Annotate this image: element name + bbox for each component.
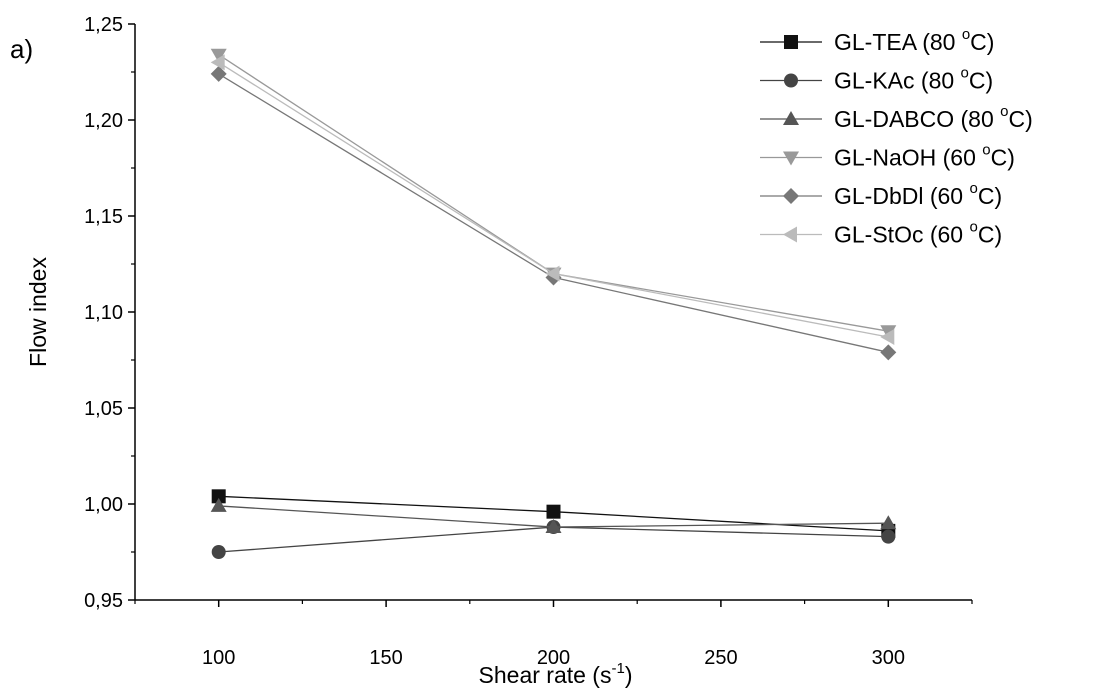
x-tick-label: 300	[872, 647, 905, 669]
data-point	[545, 265, 560, 282]
y-tick-label: 1,05	[84, 398, 123, 420]
series-3	[210, 497, 897, 534]
legend-label: GL-KAc (80 oC)	[834, 65, 993, 94]
y-tick-label: 1,10	[84, 302, 123, 324]
data-point	[211, 489, 226, 504]
y-tick-label: 1,00	[84, 494, 123, 516]
series-line	[218, 73, 889, 353]
series-6	[210, 54, 895, 345]
legend-label: GL-StOc (60 oC)	[834, 219, 1002, 248]
legend-label: GL-NaOH (60 oC)	[834, 142, 1015, 171]
axes: 0,95 1,00 1,05 1,10 1,15 1,20 1,25 100 150 200 250…	[10, 14, 973, 688]
legend-entry: GL-StOc (60 oC)	[760, 219, 1002, 248]
x-tick-label: 100	[202, 647, 235, 669]
data-point	[210, 497, 227, 512]
legend-marker	[783, 111, 799, 125]
data-point	[880, 515, 897, 530]
x-tick-label: 150	[369, 647, 402, 669]
y-tick-label: 1,25	[84, 14, 123, 36]
legend-marker	[783, 151, 799, 166]
y-tick-label: 1,20	[84, 110, 123, 132]
data-point	[210, 54, 225, 71]
data-point	[880, 344, 897, 361]
legend-entry: GL-DbDl (60 oC)	[760, 180, 1002, 209]
x-tick-label: 250	[704, 647, 737, 669]
legend: GL-TEA (80 oC) GL-KAc (80 oC) GL-DABCO (80…	[760, 26, 1033, 248]
y-tick-label: 1,15	[84, 206, 123, 228]
x-axis-title: Shear rate (s-1)	[479, 660, 633, 688]
legend-marker	[784, 35, 798, 49]
series-5	[210, 65, 897, 361]
legend-entry: GL-DABCO (80 oC)	[760, 103, 1033, 132]
legend-label: GL-TEA (80 oC)	[834, 26, 994, 55]
data-point	[880, 325, 897, 340]
y-tick-label: 0,95	[84, 590, 123, 612]
legend-marker	[784, 73, 798, 88]
data-point	[546, 504, 561, 519]
data-point	[880, 328, 895, 345]
legend-label: GL-DbDl (60 oC)	[834, 180, 1002, 209]
legend-marker	[783, 226, 797, 243]
legend-entry: GL-TEA (80 oC)	[760, 26, 994, 55]
legend-entry: GL-NaOH (60 oC)	[760, 142, 1015, 171]
data-point	[881, 529, 896, 544]
x-tick-label: 200	[537, 647, 570, 669]
legend-entry: GL-KAc (80 oC)	[760, 65, 993, 94]
legend-marker	[783, 188, 799, 204]
legend-label: GL-DABCO (80 oC)	[834, 103, 1033, 132]
y-axis-title: Flow index	[25, 257, 51, 367]
data-point	[211, 545, 226, 559]
plot-area	[210, 48, 897, 559]
data-point	[545, 519, 562, 534]
panel-label: a)	[10, 34, 33, 64]
data-point	[210, 65, 227, 82]
data-point	[210, 48, 227, 63]
